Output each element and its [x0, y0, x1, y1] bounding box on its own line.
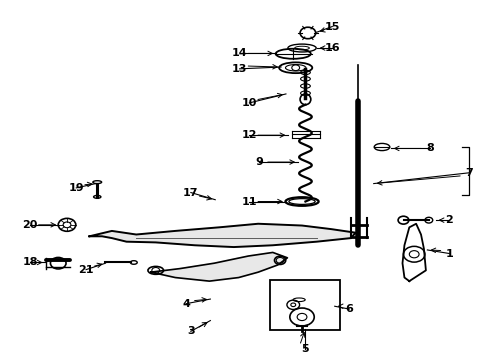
Text: 20: 20 — [22, 220, 38, 230]
Text: 18: 18 — [22, 257, 38, 267]
Text: 17: 17 — [183, 188, 198, 198]
Text: 15: 15 — [324, 22, 339, 32]
Polygon shape — [89, 224, 355, 247]
Text: 21: 21 — [78, 265, 94, 275]
Text: 12: 12 — [241, 130, 257, 140]
Text: 19: 19 — [68, 183, 84, 193]
Text: 5: 5 — [301, 343, 308, 354]
Text: 8: 8 — [425, 143, 433, 153]
Text: 1: 1 — [445, 248, 452, 258]
Text: 14: 14 — [231, 48, 247, 58]
Polygon shape — [151, 252, 287, 281]
Text: 6: 6 — [345, 304, 352, 314]
Text: 11: 11 — [241, 197, 257, 207]
Text: 2: 2 — [445, 215, 452, 225]
Text: 7: 7 — [464, 168, 472, 178]
Text: 16: 16 — [324, 43, 339, 53]
Text: 13: 13 — [231, 64, 247, 74]
Bar — [270, 280, 339, 330]
Text: 10: 10 — [241, 98, 257, 108]
Text: 3: 3 — [187, 326, 194, 336]
Text: 9: 9 — [255, 157, 263, 167]
Text: 4: 4 — [182, 299, 189, 309]
